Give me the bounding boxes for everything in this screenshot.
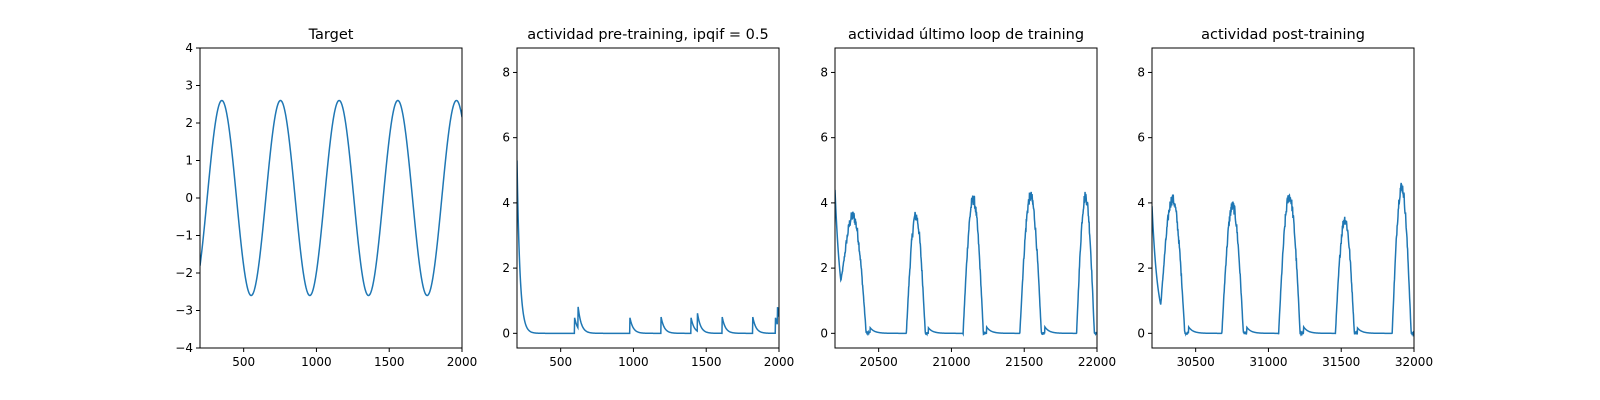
y-tick-label: −3 — [175, 304, 193, 318]
series-line — [1152, 182, 1414, 337]
x-tick-label: 1500 — [691, 355, 722, 369]
y-tick-label: 6 — [502, 131, 510, 145]
x-tick-label: 21000 — [932, 355, 970, 369]
y-tick-label: 2 — [1137, 261, 1145, 275]
x-tick-label: 500 — [232, 355, 255, 369]
panel-title: actividad último loop de training — [848, 27, 1084, 43]
x-tick-label: 31500 — [1322, 355, 1360, 369]
y-tick-label: −2 — [175, 266, 193, 280]
axes-frame — [834, 47, 1098, 349]
y-tick-label: 0 — [1137, 326, 1145, 340]
y-tick-label: 4 — [820, 196, 828, 210]
panel-target: Target 500 1000 1500 2000 −4 −3 −2 −1 0 1 2 3 4 — [175, 27, 477, 369]
y-tick-label: 8 — [502, 65, 510, 79]
panel-title: Target — [308, 27, 354, 43]
x-tick-label: 32000 — [1395, 355, 1433, 369]
x-tick-label: 1000 — [301, 355, 332, 369]
panel-title: actividad post-training — [1201, 27, 1365, 43]
y-tick-label: 8 — [1137, 65, 1145, 79]
axes-frame — [1151, 47, 1415, 349]
panel-post-training: actividad post-training 30500 31000 31500 3… — [1137, 27, 1433, 369]
y-tick-label: 6 — [1137, 131, 1145, 145]
panel-pre-training: actividad pre-training, ipqif = 0.5 500 1… — [502, 27, 794, 369]
x-tick-label: 1500 — [374, 355, 405, 369]
y-tick-label: 3 — [185, 79, 193, 93]
series-line — [835, 189, 1097, 337]
x-tick-label: 2000 — [764, 355, 795, 369]
y-tick-label: 4 — [1137, 196, 1145, 210]
y-tick-label: 0 — [502, 326, 510, 340]
panel-last-training-loop: actividad último loop de training 20500 2… — [820, 27, 1116, 369]
series-line — [517, 160, 779, 335]
y-tick-label: −4 — [175, 341, 193, 355]
y-tick-label: 2 — [185, 116, 193, 130]
x-tick-label: 22000 — [1078, 355, 1116, 369]
x-tick-label: 1000 — [618, 355, 649, 369]
y-tick-label: 0 — [820, 326, 828, 340]
x-tick-label: 31000 — [1249, 355, 1287, 369]
y-tick-label: 6 — [820, 131, 828, 145]
x-tick-label: 500 — [549, 355, 572, 369]
y-tick-label: 8 — [820, 65, 828, 79]
y-tick-label: 4 — [502, 196, 510, 210]
y-tick-label: 2 — [820, 261, 828, 275]
panel-title: actividad pre-training, ipqif = 0.5 — [527, 27, 768, 43]
x-tick-label: 2000 — [447, 355, 478, 369]
y-tick-label: 4 — [185, 41, 193, 55]
x-tick-label: 20500 — [860, 355, 898, 369]
x-tick-label: 21500 — [1005, 355, 1043, 369]
x-tick-label: 30500 — [1177, 355, 1215, 369]
y-tick-label: 0 — [185, 191, 193, 205]
y-tick-label: −1 — [175, 229, 193, 243]
y-tick-label: 2 — [502, 261, 510, 275]
y-tick-label: 1 — [185, 154, 193, 168]
series-line — [200, 99, 462, 297]
axes-frame — [516, 47, 780, 349]
